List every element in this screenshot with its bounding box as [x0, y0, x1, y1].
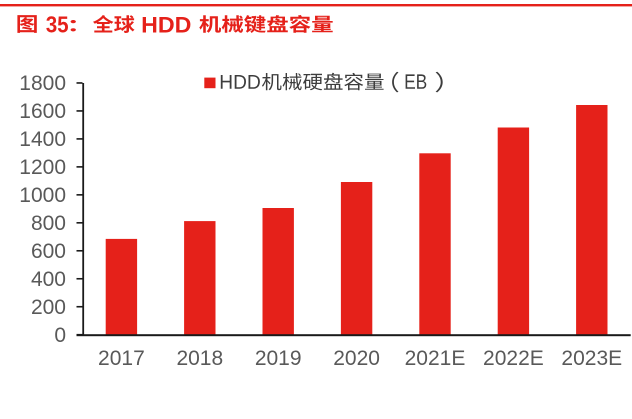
svg-text:600: 600	[31, 240, 66, 263]
svg-text:2017: 2017	[98, 347, 145, 370]
svg-text:1800: 1800	[19, 72, 66, 95]
svg-text:2022E: 2022E	[483, 347, 544, 370]
svg-text:2018: 2018	[176, 347, 223, 370]
svg-text:1600: 1600	[19, 100, 66, 123]
svg-text:800: 800	[31, 212, 66, 235]
svg-text:1000: 1000	[19, 184, 66, 207]
svg-text:2021E: 2021E	[405, 347, 466, 370]
svg-text:400: 400	[31, 268, 66, 291]
svg-text:200: 200	[31, 296, 66, 319]
svg-text:0: 0	[54, 324, 66, 347]
svg-text:2019: 2019	[255, 347, 302, 370]
svg-text:1400: 1400	[19, 128, 66, 151]
svg-text:1200: 1200	[19, 156, 66, 179]
svg-text:2023E: 2023E	[561, 347, 622, 370]
svg-text:2020: 2020	[333, 347, 380, 370]
